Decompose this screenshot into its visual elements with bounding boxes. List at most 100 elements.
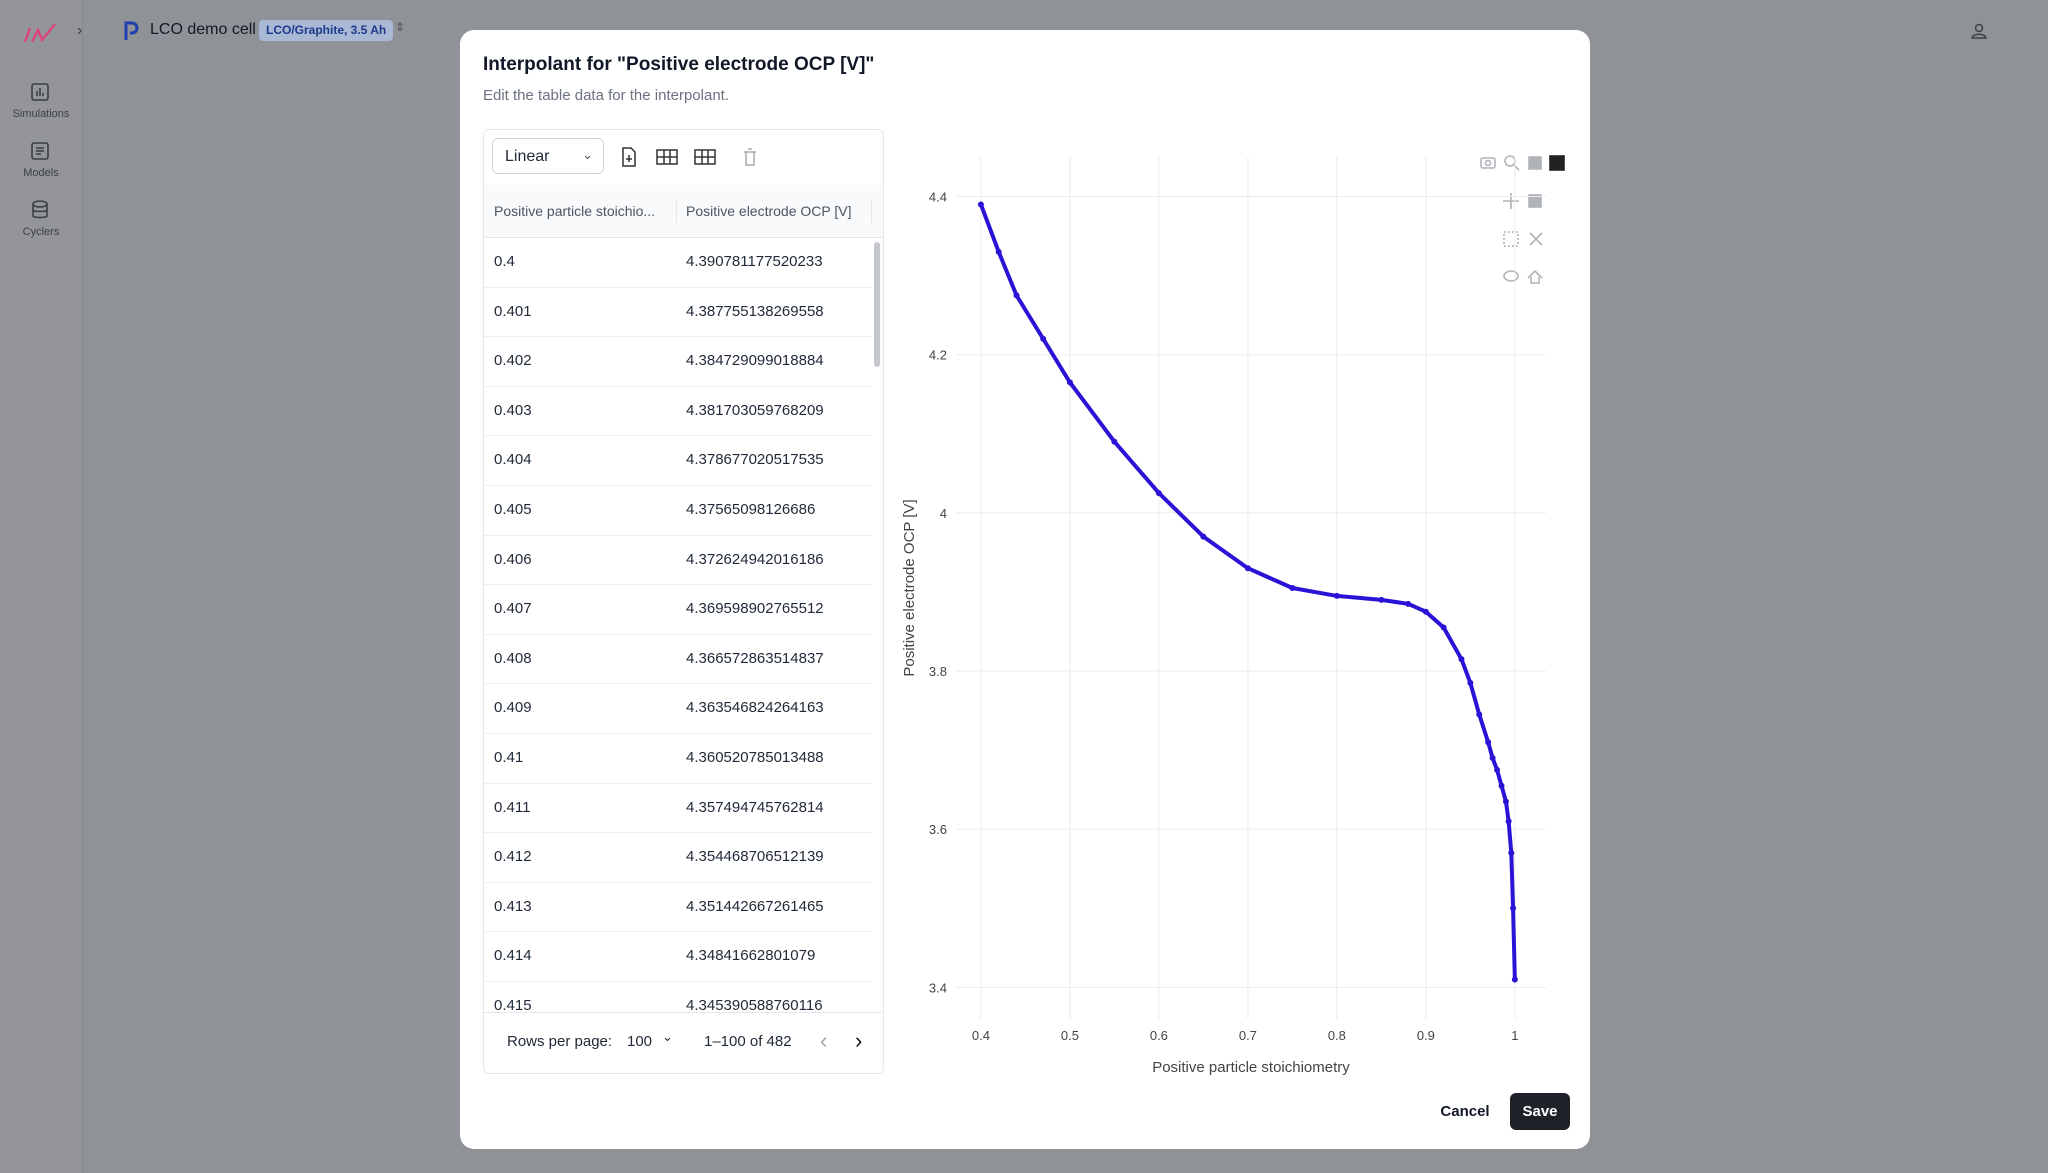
x-tick-label: 0.4 [972,1028,990,1043]
table-row[interactable]: 0.41 4.360520785013488 [484,733,872,784]
modebar[interactable] [1480,155,1565,284]
table-cell[interactable]: 0.4 [494,253,515,270]
table-cell[interactable]: 4.351442667261465 [686,897,824,915]
table-row[interactable]: 0.415 4.345390588760116 [484,981,872,1012]
marker [1485,739,1492,746]
marker [1489,755,1496,762]
sidebar: Simulations Models Cyclers [0,0,83,1173]
nav-label[interactable]: Simulations [12,108,70,120]
table-cell[interactable]: 0.408 [494,649,532,667]
table-row[interactable]: 0.402 4.384729099018884 [484,336,872,387]
table-cell[interactable]: 0.415 [494,997,532,1012]
marker [1111,438,1118,445]
table-row[interactable]: 0.414 4.34841662801079 [484,931,872,982]
table-cell[interactable]: 4.345390588760116 [686,997,823,1012]
table-cell[interactable]: 0.405 [494,501,532,518]
table-cell[interactable]: 4.384729099018884 [686,352,824,370]
marker [1244,565,1251,572]
table-cell[interactable]: 0.406 [494,550,532,568]
marker [995,248,1002,255]
table-cell[interactable]: 4.354468706512139 [686,848,824,866]
table-cell[interactable]: 0.407 [494,600,532,618]
marker [1494,766,1501,773]
table-row[interactable]: 0.412 4.354468706512139 [484,832,872,883]
marker [1155,490,1162,497]
y-tick-label: 4.4 [929,190,947,205]
table-cell[interactable]: 4.360520785013488 [686,749,824,766]
table-cell[interactable]: 4.366572863514837 [686,649,824,667]
cell-badge: LCO/Graphite, 3.5 Ah [259,20,394,41]
x-tick-label: 1 [1511,1028,1518,1043]
table-cell[interactable]: 4.387755138269558 [686,302,824,320]
x-axis-label: Positive particle stoichiometry [1152,1059,1350,1076]
y-tick-label: 3.6 [929,822,947,837]
marker [1510,905,1517,912]
marker [1458,656,1465,663]
table-row[interactable]: 0.406 4.372624942016186 [484,535,872,586]
rows-per-page[interactable]: 100 [627,1033,653,1050]
table-row[interactable]: 0.404 4.378677020517535 [484,435,872,486]
table-cell[interactable]: 0.413 [494,897,532,915]
table-row[interactable]: 0.411 4.357494745762814 [484,783,872,834]
nav-label[interactable]: Cyclers [22,226,60,238]
cyclers-icon[interactable] [30,199,50,221]
marker [977,201,984,208]
column-header[interactable]: Positive electrode OCP [V] [686,203,852,219]
marker [1498,782,1505,789]
table-cell[interactable]: 0.401 [494,302,532,320]
table-cell[interactable]: 0.409 [494,699,532,717]
dialog-title: Interpolant for "Positive electrode OCP … [483,54,875,75]
next-page[interactable]: › [855,1028,863,1053]
column-header[interactable]: Positive particle stoichio... [494,203,656,219]
page-range: 1–100 of 482 [704,1033,792,1050]
table-cell[interactable]: 4.369598902765512 [686,600,824,618]
table-cell[interactable]: 4.34841662801079 [686,947,816,965]
table-cell[interactable]: 4.381703059768209 [686,401,824,419]
user-icon[interactable] [1970,22,1988,40]
marker [1511,976,1518,983]
table-cell[interactable]: 0.41 [494,749,524,766]
table-row[interactable]: 0.408 4.366572863514837 [484,634,872,685]
nav-label[interactable]: Models [23,167,59,179]
table-cell[interactable]: 0.402 [494,352,532,370]
marker [1333,592,1340,599]
table-row[interactable]: 0.405 4.37565098126686 [484,485,872,536]
table-cell[interactable]: 4.390781177520233 [686,253,823,270]
table-row[interactable]: 0.401 4.387755138269558 [484,287,872,338]
table-cell[interactable]: 0.414 [494,947,532,965]
table-cell[interactable]: 4.37565098126686 [686,501,816,518]
prev-page[interactable]: ‹ [820,1028,828,1053]
table-row[interactable]: 0.409 4.363546824264163 [484,683,872,734]
table-cell[interactable]: 0.403 [494,401,532,419]
table-cell[interactable]: 0.412 [494,848,532,866]
y-tick-label: 4.2 [929,348,947,363]
table-row[interactable]: 0.407 4.369598902765512 [484,584,872,635]
expand-icon[interactable]: › [77,22,83,39]
marker [1476,711,1483,718]
dropdown-icon[interactable]: ⌄ [662,1029,673,1044]
simulations-icon[interactable] [30,82,50,102]
y-tick-label: 3.8 [929,664,947,679]
table-cell[interactable]: 4.357494745762814 [686,798,824,816]
table-cell[interactable]: 0.404 [494,451,532,469]
switch-icon[interactable]: ⇕ [395,20,406,34]
marker [1440,624,1447,631]
marker [1502,798,1509,805]
cancel-button[interactable]: Cancel [1440,1103,1490,1120]
y-tick-label: 4 [940,506,947,521]
toolbar-icons[interactable] [619,146,769,170]
interpolation-select[interactable]: Linear ⌄ [492,138,604,174]
table-row[interactable]: 0.4 4.390781177520233 [484,237,872,288]
table-cell[interactable]: 0.411 [494,798,531,816]
scrollbar[interactable] [874,242,880,367]
table-cell[interactable]: 4.378677020517535 [686,451,824,469]
models-icon[interactable] [30,141,50,161]
table-row[interactable]: 0.403 4.381703059768209 [484,386,872,437]
table-cell[interactable]: 4.372624942016186 [686,550,824,568]
cell-title[interactable]: LCO demo cell [150,21,256,38]
table-row[interactable]: 0.413 4.351442667261465 [484,882,872,933]
dialog-subtitle: Edit the table data for the interpolant. [483,87,729,104]
save-button[interactable]: Save [1510,1093,1570,1130]
table-cell[interactable]: 4.363546824264163 [686,699,824,717]
